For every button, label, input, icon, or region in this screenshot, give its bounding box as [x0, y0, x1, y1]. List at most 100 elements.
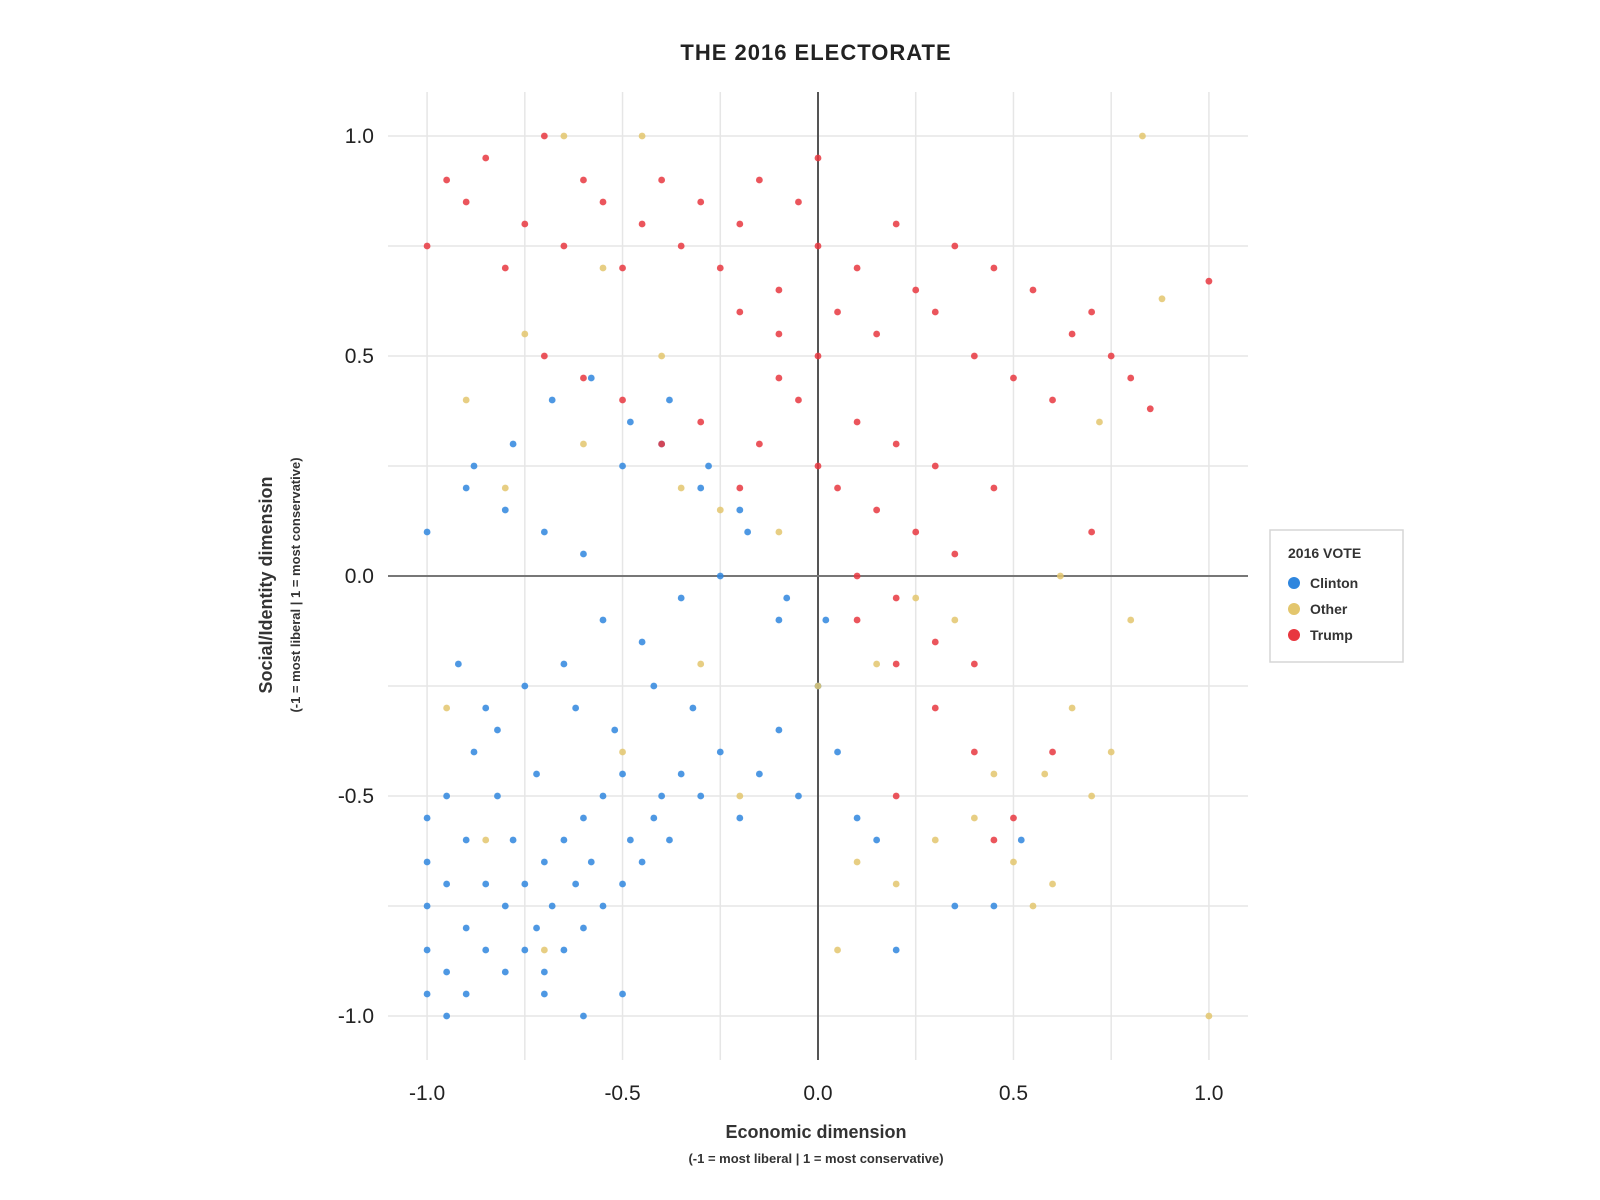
data-point-clinton	[619, 990, 626, 998]
data-point-clinton	[853, 814, 861, 822]
data-point-clinton	[482, 946, 490, 954]
data-point-clinton	[443, 968, 451, 976]
x-tick-label: 0.0	[803, 1082, 832, 1105]
data-point-clinton	[736, 506, 744, 514]
data-point-trump	[892, 594, 900, 602]
data-point-clinton	[619, 770, 626, 778]
data-point-clinton	[716, 572, 724, 580]
data-point-trump	[1107, 352, 1115, 360]
data-point-clinton	[540, 528, 548, 536]
data-point-clinton	[650, 814, 658, 822]
data-point-clinton	[560, 660, 568, 668]
data-point-clinton	[548, 902, 556, 910]
data-point-trump	[892, 792, 900, 800]
data-point-clinton	[462, 484, 470, 492]
data-point-trump	[990, 484, 998, 492]
data-point-clinton	[677, 594, 685, 602]
chart-title: THE 2016 ELECTORATE	[680, 40, 951, 65]
data-point-trump	[423, 242, 431, 250]
data-point-clinton	[501, 968, 509, 976]
data-point-other	[1010, 858, 1017, 866]
data-point-clinton	[580, 550, 587, 558]
x-tick-label: -0.5	[604, 1082, 640, 1105]
legend-label-clinton: Clinton	[1310, 575, 1358, 591]
data-point-trump	[931, 308, 939, 316]
data-point-clinton	[540, 858, 548, 866]
data-point-trump	[970, 748, 978, 756]
data-point-other	[462, 396, 470, 404]
data-point-trump	[814, 462, 822, 470]
data-point-trump	[853, 418, 861, 426]
data-point-clinton	[873, 836, 881, 844]
data-point-trump	[1146, 405, 1154, 413]
y-tick-label: 0.5	[345, 345, 374, 368]
data-point-other	[1029, 902, 1037, 910]
data-point-other	[697, 660, 705, 668]
data-point-trump	[697, 418, 705, 426]
data-point-clinton	[572, 704, 580, 712]
x-tick-labels: -1.0 -0.5 0.0 0.5 1.0	[409, 1082, 1224, 1105]
data-point-clinton	[697, 484, 705, 492]
data-point-trump	[580, 374, 587, 382]
data-point-other	[892, 880, 900, 888]
data-point-other	[540, 946, 548, 954]
data-point-trump	[931, 704, 939, 712]
data-point-other	[716, 506, 724, 514]
data-point-clinton	[689, 704, 697, 712]
data-point-clinton	[587, 858, 595, 866]
data-point-clinton	[443, 792, 451, 800]
data-point-other	[951, 616, 959, 624]
data-point-other	[912, 594, 920, 602]
data-point-clinton	[599, 902, 607, 910]
data-point-trump	[970, 352, 978, 360]
data-point-clinton	[470, 748, 478, 756]
legend-label-other: Other	[1310, 601, 1348, 617]
data-point-other	[775, 528, 783, 536]
data-point-trump	[560, 242, 568, 250]
data-point-clinton	[951, 902, 959, 910]
data-point-clinton	[494, 792, 501, 800]
data-point-trump	[1049, 396, 1056, 404]
data-point-other	[1068, 704, 1076, 712]
y-tick-labels: 1.0 0.5 0.0 -0.5 -1.0	[338, 125, 374, 1028]
data-point-trump	[912, 528, 920, 536]
data-point-trump	[619, 264, 626, 272]
data-point-clinton	[482, 880, 490, 888]
data-point-clinton	[521, 880, 529, 888]
data-point-clinton	[626, 836, 634, 844]
data-point-clinton	[482, 704, 490, 712]
y-axis-subtitle: (-1 = most liberal | 1 = most conservati…	[288, 457, 303, 712]
data-point-trump	[775, 286, 783, 294]
data-point-trump	[1068, 330, 1076, 338]
data-points	[423, 132, 1213, 1020]
x-axis-subtitle: (-1 = most liberal | 1 = most conservati…	[688, 1151, 943, 1166]
x-tick-label: -1.0	[409, 1082, 445, 1105]
data-point-other	[814, 682, 822, 690]
data-point-trump	[814, 352, 822, 360]
x-tick-label: 1.0	[1194, 1082, 1223, 1105]
data-point-clinton	[509, 440, 517, 448]
data-point-clinton	[560, 836, 568, 844]
data-point-trump	[658, 176, 666, 184]
data-point-clinton	[509, 836, 517, 844]
data-point-other	[501, 484, 509, 492]
x-tick-label: 0.5	[999, 1082, 1028, 1105]
data-point-clinton	[443, 880, 451, 888]
data-point-clinton	[990, 902, 998, 910]
data-point-clinton	[775, 726, 783, 734]
data-point-other	[1041, 770, 1049, 778]
data-point-trump	[1010, 814, 1017, 822]
data-point-trump	[580, 176, 587, 184]
data-point-other	[482, 836, 490, 844]
y-tick-label: 1.0	[345, 125, 374, 148]
data-point-trump	[540, 132, 548, 140]
data-point-other	[1049, 880, 1056, 888]
data-point-clinton	[638, 858, 646, 866]
data-point-clinton	[560, 946, 568, 954]
y-tick-label: -0.5	[338, 785, 374, 808]
data-point-clinton	[462, 924, 470, 932]
legend-marker-other	[1288, 603, 1300, 615]
data-point-clinton	[501, 902, 509, 910]
data-point-trump	[1049, 748, 1056, 756]
data-point-clinton	[619, 880, 626, 888]
